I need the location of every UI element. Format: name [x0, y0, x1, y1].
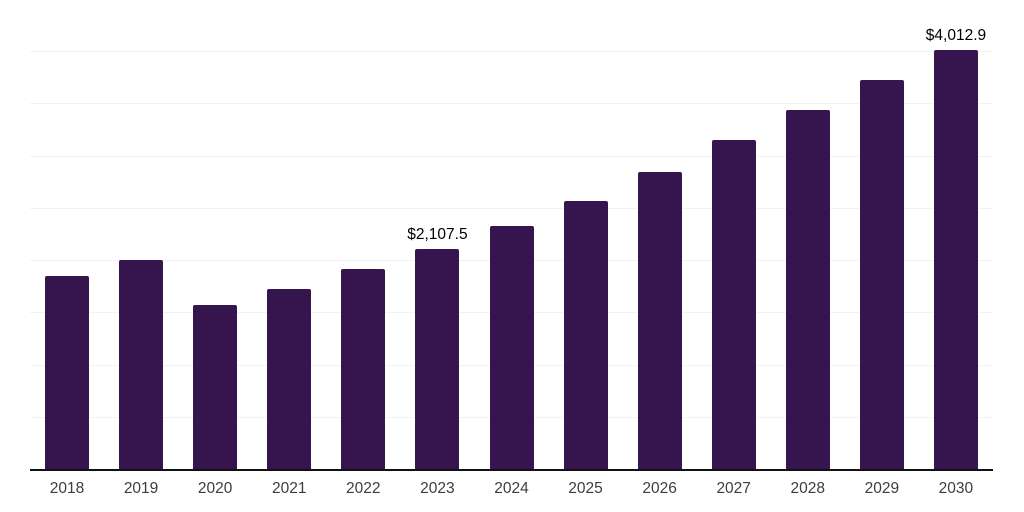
bar-2020 — [193, 305, 238, 469]
x-tick-2023: 2023 — [420, 480, 455, 497]
bar-2027 — [711, 140, 756, 469]
x-tick-2030: 2030 — [938, 480, 974, 497]
bar-2025 — [563, 201, 608, 469]
bar-2030 — [933, 49, 978, 469]
bar-2018 — [45, 276, 90, 469]
gridline-4000 — [30, 51, 993, 53]
bar-2021 — [267, 289, 312, 469]
bar-2024 — [489, 226, 534, 469]
bar-2019 — [119, 260, 164, 469]
x-tick-2028: 2028 — [790, 480, 825, 497]
plot-area: $2,107.5 $4,012.9 — [30, 0, 993, 471]
bar-2029 — [859, 79, 904, 469]
bar-2023 — [415, 248, 460, 469]
gridline-3500 — [30, 103, 993, 105]
bar-value-label-2023: $2,107.5 — [407, 225, 468, 243]
x-tick-2019: 2019 — [123, 480, 159, 497]
bar-2028 — [785, 110, 830, 469]
bar-2022 — [341, 269, 386, 469]
bar-2026 — [637, 171, 682, 469]
x-tick-2029: 2029 — [864, 480, 900, 497]
x-tick-2025: 2025 — [568, 480, 603, 497]
x-tick-2021: 2021 — [271, 480, 307, 497]
bar-value-label-2030: $4,012.9 — [925, 26, 987, 44]
x-tick-2027: 2027 — [716, 480, 751, 497]
x-tick-2020: 2020 — [197, 480, 233, 497]
x-axis-line — [30, 469, 993, 471]
x-tick-2018: 2018 — [49, 480, 85, 497]
x-tick-2024: 2024 — [494, 480, 529, 497]
gridline-3000 — [30, 155, 993, 157]
x-tick-2026: 2026 — [642, 480, 677, 497]
gridline-2500 — [30, 207, 993, 209]
x-tick-2022: 2022 — [346, 480, 381, 497]
